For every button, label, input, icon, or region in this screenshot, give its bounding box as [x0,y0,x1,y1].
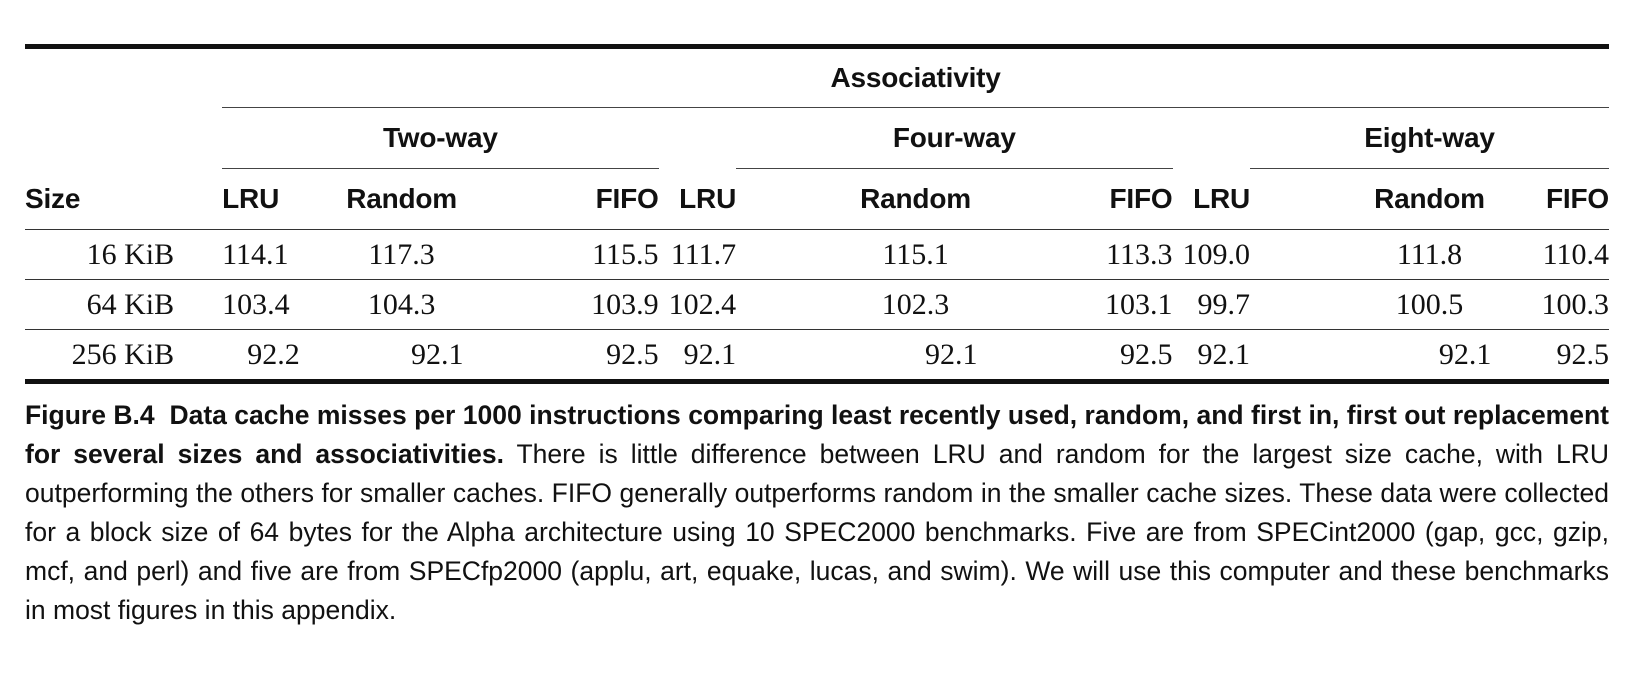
col-header-lru: LRU [222,168,300,230]
column-header-row: Size LRU Random FIFO LRU Random FIFO LRU… [25,168,1609,230]
cell-two-way-fifo: 92.5 [606,337,659,371]
col-header-fifo: FIFO [1017,168,1173,230]
col-header-random: Random [813,168,1018,230]
cell-two-way-lru: 103.4 [222,279,300,330]
caption-body: There is little difference between LRU a… [25,439,1609,625]
cell-four-way-random: 92.1 [924,337,978,371]
caption-label: Figure B.4 [25,400,155,430]
cell-eight-way-random: 111.8 [1327,229,1532,280]
group-eight-way: Eight-way [1250,107,1609,169]
col-header-lru: LRU [1172,168,1250,230]
cell-four-way-fifo: 113.3 [1017,229,1173,280]
cell-two-way-random: 104.3 [299,279,504,330]
cell-two-way-lru: 114.1 [222,229,300,280]
row-size: 256 KiB [71,337,175,371]
col-header-fifo: FIFO [503,168,659,230]
table-row: 256 KiB 92.2 92.1 92.5 92.1 92.1 92.5 92… [25,330,1609,380]
figure-container: Associativity Two-way Four-way Eight-way… [25,44,1609,657]
col-header-random: Random [1327,168,1532,230]
associativity-header: Associativity [222,49,1609,108]
cell-eight-way-random: 100.5 [1327,279,1532,330]
cell-two-way-random: 92.1 [411,337,464,371]
cell-four-way-lru: 111.7 [658,229,737,280]
col-header-lru: LRU [658,168,736,230]
figure-caption: Figure B.4 Data cache misses per 1000 in… [25,396,1609,630]
col-header-fifo: FIFO [1531,168,1609,230]
cell-four-way-fifo: 103.1 [1017,279,1173,330]
row-size: 64 KiB [25,279,223,330]
cache-miss-table: Associativity Two-way Four-way Eight-way… [25,49,1609,379]
cell-two-way-random: 117.3 [299,229,504,280]
table-top-rule [25,44,1609,49]
caption-bold-text: Data cache misses per 1000 instructions … [25,400,1609,469]
col-header-size: Size [25,168,223,230]
table-row: 64 KiB 103.4 104.3 103.9 102.4 102.3 103… [25,279,1609,330]
group-four-way: Four-way [736,107,1173,169]
cell-eight-way-lru: 109.0 [1172,229,1251,280]
group-header-row: Two-way Four-way Eight-way [25,107,1609,169]
cell-eight-way-fifo: 92.5 [1556,337,1610,371]
row-size: 16 KiB [25,229,223,280]
cell-eight-way-fifo: 110.4 [1531,229,1609,280]
table-bottom-rule [25,379,1609,384]
table-row: 16 KiB 114.1 117.3 115.5 111.7 115.1 113… [25,229,1609,280]
cell-four-way-lru: 102.4 [658,279,737,330]
cell-eight-way-lru: 99.7 [1172,279,1251,330]
group-two-way: Two-way [222,107,659,169]
cell-four-way-random: 102.3 [813,279,1018,330]
cell-four-way-lru: 92.1 [683,337,737,371]
cell-four-way-random: 115.1 [813,229,1018,280]
cell-two-way-lru: 92.2 [247,337,300,371]
super-header-row: Associativity [25,49,1609,108]
cell-eight-way-lru: 92.1 [1197,337,1251,371]
cell-four-way-fifo: 92.5 [1120,337,1173,371]
cell-two-way-fifo: 115.5 [503,229,659,280]
cell-eight-way-random: 92.1 [1438,337,1492,371]
col-header-random: Random [299,168,504,230]
cell-eight-way-fifo: 100.3 [1531,279,1609,330]
cell-two-way-fifo: 103.9 [503,279,659,330]
